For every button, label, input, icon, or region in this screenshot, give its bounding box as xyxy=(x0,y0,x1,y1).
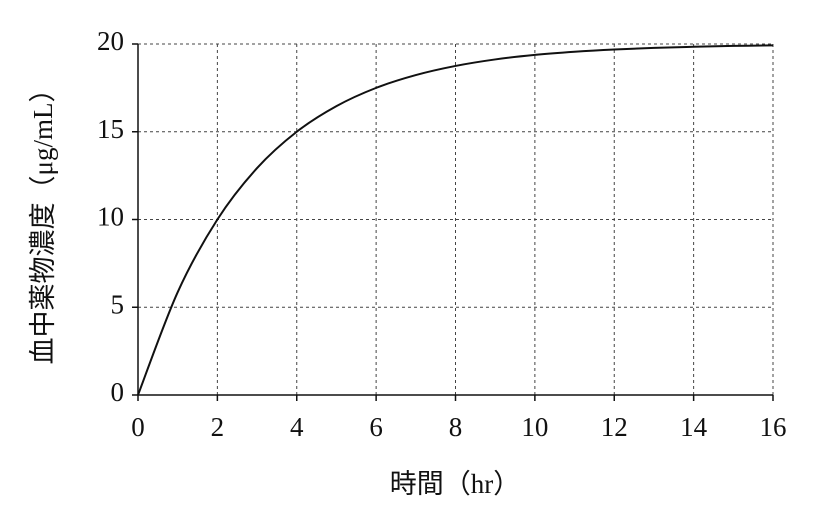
y-tick-label: 20 xyxy=(97,26,124,56)
x-tick-label: 16 xyxy=(760,412,787,442)
y-axis-label: 血中薬物濃度（μg/mL） xyxy=(28,76,58,365)
y-tick-label: 10 xyxy=(97,202,124,232)
x-tick-label: 6 xyxy=(369,412,383,442)
x-tick-label: 4 xyxy=(290,412,304,442)
y-tick-label: 15 xyxy=(97,114,124,144)
y-tick-label: 0 xyxy=(111,377,125,407)
x-axis-label: 時間（hr） xyxy=(390,469,521,499)
line xyxy=(137,44,774,396)
x-tick-label: 8 xyxy=(449,412,463,442)
x-tick-label: 12 xyxy=(601,412,628,442)
x-tick-label: 14 xyxy=(680,412,708,442)
x-tick-label: 2 xyxy=(211,412,225,442)
y-tick-label: 5 xyxy=(111,289,125,319)
x-tick-label: 10 xyxy=(521,412,548,442)
x-tick-label: 0 xyxy=(131,412,145,442)
